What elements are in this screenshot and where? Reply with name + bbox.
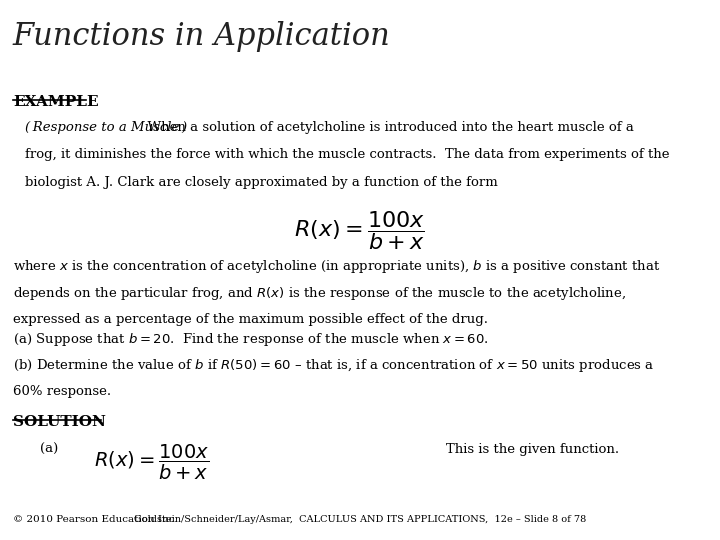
Text: When a solution of acetylcholine is introduced into the heart muscle of a: When a solution of acetylcholine is intr… [139,120,634,133]
Text: SOLUTION: SOLUTION [13,415,106,429]
Text: $R(x)=\dfrac{100x}{b+x}$: $R(x)=\dfrac{100x}{b+x}$ [294,209,426,252]
Text: EXAMPLE: EXAMPLE [13,95,99,109]
Text: This is the given function.: This is the given function. [446,443,619,456]
Text: depends on the particular frog, and $R(x)$ is the response of the muscle to the : depends on the particular frog, and $R(x… [13,285,626,302]
Text: expressed as a percentage of the maximum possible effect of the drug.: expressed as a percentage of the maximum… [13,313,488,326]
Text: (b) Determine the value of $b$ if $R(50) = 60$ – that is, if a concentration of : (b) Determine the value of $b$ if $R(50)… [13,357,654,374]
Text: where $x$ is the concentration of acetylcholine (in appropriate units), $b$ is a: where $x$ is the concentration of acetyl… [13,258,660,275]
Text: 60% response.: 60% response. [13,385,111,398]
Text: Functions in Application: Functions in Application [13,21,391,52]
Text: ( Response to a Muscle ): ( Response to a Muscle ) [25,120,187,133]
Text: © 2010 Pearson Education Inc.: © 2010 Pearson Education Inc. [13,515,178,524]
Text: (a) Suppose that $b = 20$.  Find the response of the muscle when $x = 60$.: (a) Suppose that $b = 20$. Find the resp… [13,331,489,348]
Text: frog, it diminishes the force with which the muscle contracts.  The data from ex: frog, it diminishes the force with which… [25,148,670,161]
Text: Goldstein/Schneider/Lay/Asmar,  CALCULUS AND ITS APPLICATIONS,  12e – Slide 8 of: Goldstein/Schneider/Lay/Asmar, CALCULUS … [134,515,586,524]
Text: $R(x)=\dfrac{100x}{b+x}$: $R(x)=\dfrac{100x}{b+x}$ [94,443,209,483]
Text: biologist A. J. Clark are closely approximated by a function of the form: biologist A. J. Clark are closely approx… [25,176,498,189]
Text: (a): (a) [40,443,58,456]
